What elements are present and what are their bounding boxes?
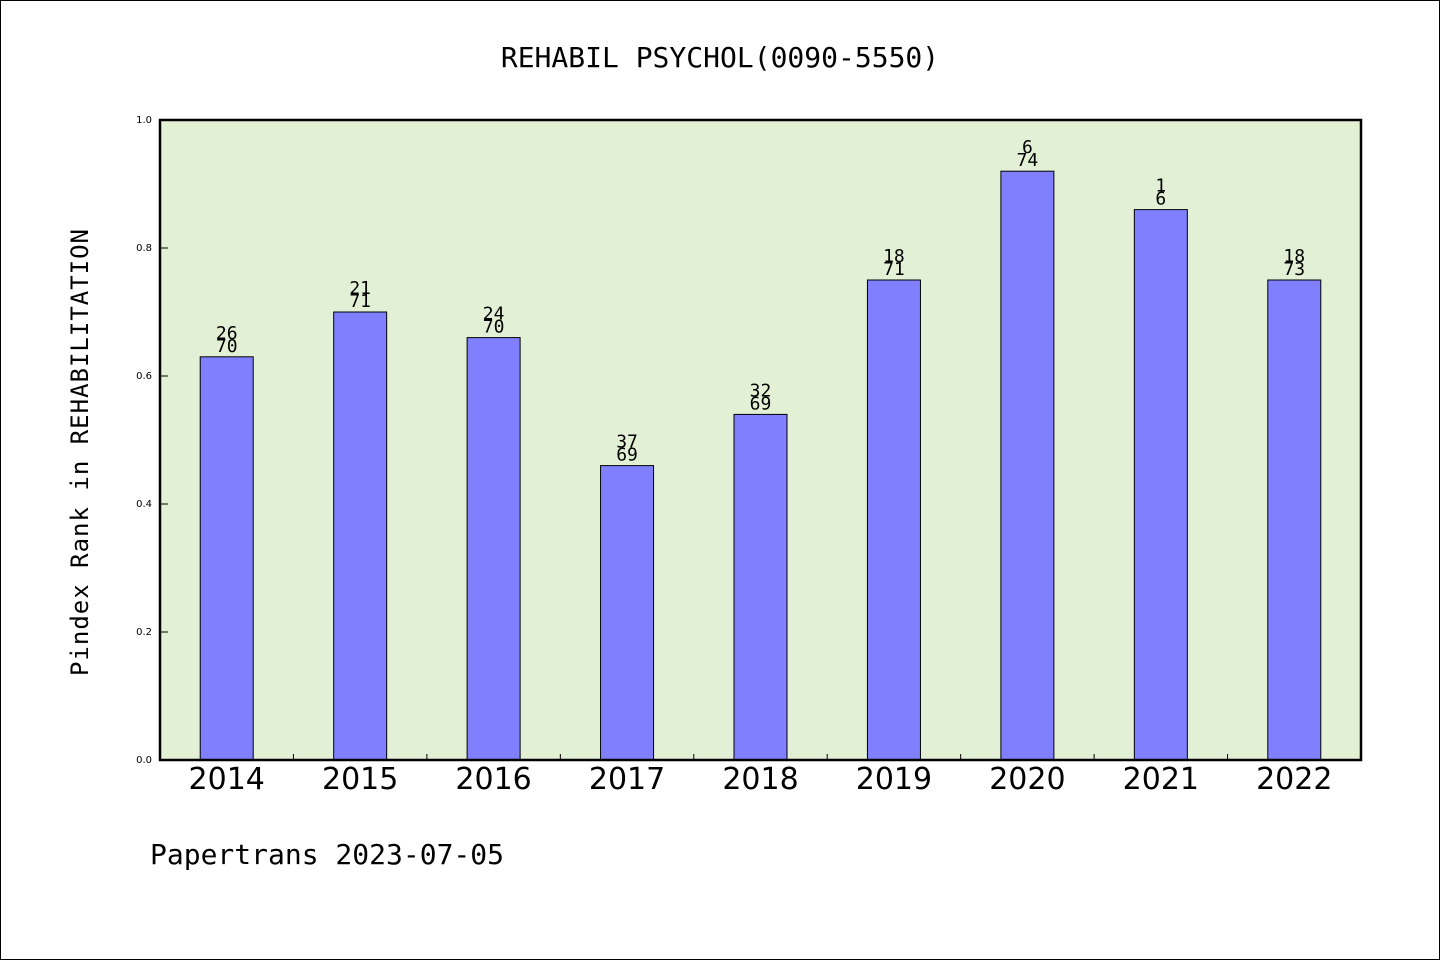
bar-total-label: 6 xyxy=(1155,189,1166,210)
y-tick-label: 0.0 xyxy=(136,755,152,766)
plot-border xyxy=(158,118,1363,762)
x-tick-label: 2018 xyxy=(722,762,798,797)
bar-2014 xyxy=(199,356,254,761)
bar-rank-label: 37 xyxy=(616,432,638,453)
bar-rank-label: 32 xyxy=(750,380,772,401)
bar-2017 xyxy=(600,465,655,761)
bar-2019 xyxy=(866,279,921,761)
y-tick-label: 0.8 xyxy=(136,243,152,254)
bar-rank-label: 21 xyxy=(349,278,371,299)
bar-rank-label: 24 xyxy=(483,304,505,325)
x-tick-label: 2020 xyxy=(989,762,1065,797)
x-tick-label: 2019 xyxy=(856,762,932,797)
bar-rank-label: 1 xyxy=(1155,176,1166,197)
bar-rank-label: 26 xyxy=(216,323,238,344)
bar-total-label: 73 xyxy=(1283,259,1305,280)
bar-2020 xyxy=(1000,170,1055,761)
y-axis-ticks: 0.0 0.2 0.4 0.6 0.8 1.0 xyxy=(136,115,168,766)
bar-rank-label: 18 xyxy=(883,246,905,267)
y-tick-label: 0.6 xyxy=(136,371,152,382)
x-tick-label: 2017 xyxy=(589,762,665,797)
footer-credit: Papertrans 2023-07-05 xyxy=(150,838,504,871)
bar-total-label: 69 xyxy=(750,393,772,414)
bars xyxy=(199,170,1322,761)
bar-total-label: 71 xyxy=(883,259,905,280)
x-tick-label: 2022 xyxy=(1256,762,1332,797)
bar-rank-label: 18 xyxy=(1283,246,1305,267)
chart-title: REHABIL PSYCHOL(0090-5550) xyxy=(501,41,939,74)
y-tick-label: 0.2 xyxy=(136,627,152,638)
bar-2021 xyxy=(1133,209,1188,761)
x-tick-label: 2014 xyxy=(189,762,265,797)
y-axis-label: Pindex Rank in REHABILITATION xyxy=(66,228,94,676)
bar-2015 xyxy=(333,311,388,761)
x-tick-label: 2015 xyxy=(322,762,398,797)
bar-total-label: 70 xyxy=(483,317,505,338)
bar-2018 xyxy=(733,413,788,761)
y-tick-label: 1.0 xyxy=(136,115,152,126)
bar-total-label: 70 xyxy=(216,336,238,357)
x-tick-label: 2021 xyxy=(1123,762,1199,797)
y-tick-label: 0.4 xyxy=(136,499,152,510)
bar-total-label: 69 xyxy=(616,445,638,466)
bar-rank-label: 6 xyxy=(1022,137,1033,158)
bar-2016 xyxy=(466,337,521,761)
bar-total-label: 74 xyxy=(1017,150,1039,171)
bar-2022 xyxy=(1267,279,1322,761)
x-tick-label: 2016 xyxy=(455,762,531,797)
bar-total-label: 71 xyxy=(349,291,371,312)
x-axis-ticks: 2014 2015 2016 2017 2018 2019 2020 2021 2022 xyxy=(189,754,1332,797)
